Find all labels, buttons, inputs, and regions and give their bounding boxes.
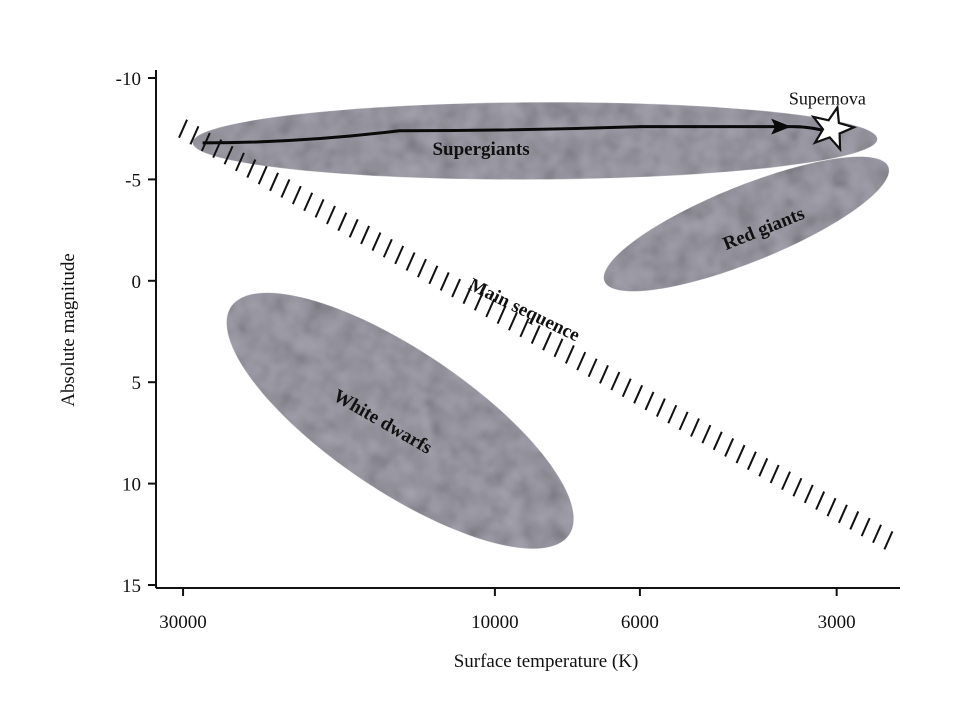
main-sequence-hatch	[462, 285, 473, 305]
y-tick-label: 10	[122, 475, 141, 496]
main-sequence-hatch	[246, 159, 257, 178]
y-tick-label: -10	[116, 69, 141, 90]
main-sequence-hatch	[223, 145, 234, 165]
main-sequence-hatch	[428, 265, 439, 285]
main-sequence-hatch	[314, 198, 325, 218]
main-sequence-hatch	[724, 438, 735, 457]
main-sequence-hatch	[883, 530, 894, 550]
main-sequence-hatch	[303, 192, 314, 212]
x-tick-label: 10000	[471, 612, 519, 633]
main-sequence-hatch	[621, 378, 632, 398]
main-sequence-hatch	[235, 152, 245, 172]
main-sequence-hatch	[872, 524, 882, 544]
main-sequence-label: Main sequence	[465, 274, 583, 346]
main-sequence-hatch	[417, 258, 427, 278]
main-sequence-hatch	[371, 232, 382, 251]
region-supergiants	[192, 102, 878, 180]
track-arrowhead	[771, 118, 792, 135]
main-sequence-hatch	[519, 318, 530, 338]
main-sequence-hatch	[451, 278, 462, 298]
main-sequence-hatch	[610, 371, 621, 391]
main-sequence-hatch	[485, 298, 496, 318]
supernova-star-icon	[810, 104, 858, 153]
main-sequence-hatch	[382, 238, 393, 258]
main-sequence-hatch	[758, 457, 769, 477]
y-tick-label: -5	[125, 170, 141, 191]
main-sequence-hatch	[803, 484, 814, 504]
main-sequence-hatch	[701, 424, 712, 444]
x-tick-label: 30000	[159, 612, 207, 633]
y-tick-label: 15	[122, 576, 141, 597]
x-tick-label: 6000	[621, 612, 659, 633]
main-sequence-hatch	[587, 358, 598, 378]
main-sequence-hatch	[496, 305, 507, 325]
main-sequence-hatch	[860, 517, 871, 537]
main-sequence-hatch	[655, 398, 666, 417]
main-sequence-hatch	[678, 411, 689, 431]
main-sequence-hatch	[667, 404, 678, 424]
main-sequence-hatch	[781, 471, 791, 491]
y-axis-title: Absolute magnitude	[58, 253, 79, 407]
region-red-giants	[603, 156, 889, 292]
main-sequence-hatch	[690, 418, 700, 437]
main-sequence-hatch	[337, 212, 348, 232]
main-sequence-hatch	[542, 331, 553, 351]
evolution-track-line	[202, 125, 833, 145]
x-axis-ticks: 30000 10000 6000 3000	[159, 588, 856, 633]
main-sequence-hatch	[712, 431, 723, 451]
main-sequence-hatch	[473, 291, 484, 311]
main-sequence-hatch	[792, 477, 803, 497]
supernova-label: Supernova	[789, 88, 866, 108]
supergiants-label: Supergiants	[432, 139, 529, 160]
main-sequence-hatch	[326, 205, 336, 225]
x-tick-label: 3000	[818, 612, 856, 633]
main-sequence-hatch	[644, 391, 655, 411]
main-sequence-hatch	[508, 311, 518, 331]
y-axis-ticks: -10 -5 0 5 10 15	[116, 69, 156, 597]
main-sequence-hatch	[439, 272, 450, 291]
main-sequence-hatch	[291, 185, 302, 205]
main-sequence-hatch	[633, 384, 644, 404]
main-sequence-hatch	[826, 497, 837, 517]
y-tick-label: 5	[132, 373, 142, 394]
main-sequence-hatch	[178, 119, 188, 139]
main-sequence-hatch	[360, 225, 370, 245]
star-regions	[192, 102, 889, 549]
region-white-dwarfs	[226, 292, 574, 549]
main-sequence-band	[178, 119, 894, 550]
main-sequence-hatch	[599, 364, 609, 384]
main-sequence-hatch	[280, 179, 291, 198]
main-sequence-hatch	[553, 338, 564, 358]
main-sequence-hatch	[257, 165, 268, 185]
main-sequence-hatch	[576, 351, 587, 371]
main-sequence-hatch	[405, 252, 416, 271]
main-sequence-hatch	[849, 511, 860, 530]
main-sequence-hatch	[189, 125, 200, 145]
y-tick-label: 0	[132, 272, 142, 293]
main-sequence-hatch	[269, 172, 279, 192]
main-sequence-hatch	[394, 245, 405, 265]
main-sequence-hatch	[746, 451, 757, 471]
main-sequence-hatch	[735, 444, 746, 464]
main-sequence-hatch	[815, 491, 826, 510]
main-sequence-hatch	[837, 504, 848, 524]
evolution-track	[202, 104, 858, 153]
main-sequence-hatch	[348, 218, 359, 238]
main-sequence-hatch	[564, 345, 575, 364]
main-sequence-hatch	[769, 464, 780, 484]
x-axis-title: Surface temperature (K)	[454, 651, 639, 672]
main-sequence-hatch	[530, 325, 541, 344]
